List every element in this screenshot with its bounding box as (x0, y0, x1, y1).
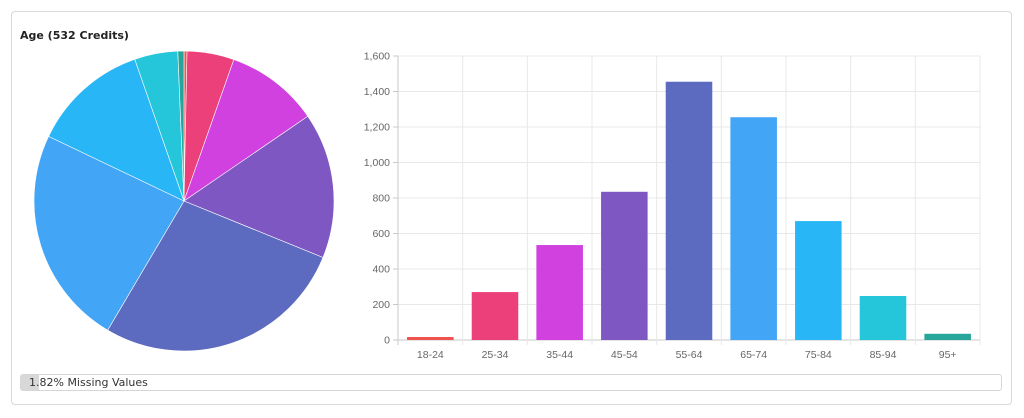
pie-slice-95+[interactable] (177, 50, 185, 202)
pie-slice-75-84[interactable] (48, 58, 185, 202)
pie-slice-45-54[interactable] (183, 115, 335, 258)
x-tick-label: 55-64 (676, 349, 703, 361)
x-tick-label: 25-34 (482, 349, 509, 361)
y-tick-label: 0 (384, 335, 390, 347)
x-tick-label: 95+ (939, 349, 957, 361)
bar-95+[interactable] (924, 333, 971, 340)
missing-values-bar: 1.82% Missing Values (20, 374, 1002, 391)
y-tick-label: 1,000 (364, 157, 390, 169)
panel-title: Age (532 Credits) (20, 29, 129, 42)
y-tick-label: 1,400 (364, 86, 390, 98)
y-tick-label: 1,200 (364, 122, 390, 134)
bar-35-44[interactable] (536, 245, 583, 340)
pie-slice-65-74[interactable] (33, 135, 185, 331)
y-tick-label: 800 (372, 193, 390, 205)
x-tick-label: 18-24 (417, 349, 444, 361)
pie-slice-55-64[interactable] (107, 200, 324, 352)
y-tick-label: 200 (372, 299, 390, 311)
x-tick-label: 75-84 (805, 349, 832, 361)
x-tick-label: 35-44 (546, 349, 573, 361)
x-tick-label: 65-74 (740, 349, 767, 361)
missing-values-fill (21, 375, 39, 390)
bar-45-54[interactable] (601, 191, 648, 340)
bar-75-84[interactable] (795, 221, 842, 340)
pie-slice-35-44[interactable] (183, 59, 309, 202)
y-tick-label: 1,600 (364, 51, 390, 63)
missing-values-label: 1.82% Missing Values (29, 376, 148, 389)
x-tick-label: 85-94 (870, 349, 897, 361)
age-pie-chart (33, 50, 335, 352)
y-tick-label: 400 (372, 264, 390, 276)
x-tick-label: 45-54 (611, 349, 638, 361)
bar-25-34[interactable] (471, 292, 519, 340)
bar-65-74[interactable] (730, 117, 777, 340)
y-tick-label: 600 (372, 228, 390, 240)
age-bar-chart: 0 200 400 600 800 1,000 1,200 1,400 1,600 18-24 25… (364, 51, 981, 361)
bar-18-24[interactable] (407, 336, 454, 340)
bar-55-64[interactable] (665, 81, 713, 341)
bar-85-94[interactable] (859, 295, 907, 340)
